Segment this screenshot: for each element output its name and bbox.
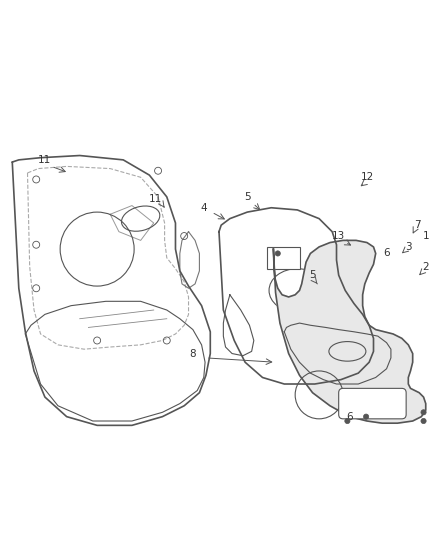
Polygon shape <box>273 240 426 423</box>
Text: 1: 1 <box>422 231 429 241</box>
FancyBboxPatch shape <box>267 247 300 269</box>
Circle shape <box>421 418 426 424</box>
Text: 5: 5 <box>309 270 316 280</box>
Text: 8: 8 <box>190 349 196 359</box>
Text: 4: 4 <box>201 203 207 213</box>
Text: 5: 5 <box>244 192 251 202</box>
Circle shape <box>275 251 280 256</box>
Text: 7: 7 <box>414 220 420 230</box>
Circle shape <box>421 410 426 415</box>
Text: 13: 13 <box>332 231 345 241</box>
Text: 11: 11 <box>149 194 162 204</box>
Text: 3: 3 <box>405 242 412 252</box>
Text: 6: 6 <box>346 411 353 422</box>
Text: 6: 6 <box>383 248 390 259</box>
Text: 12: 12 <box>360 172 374 182</box>
Circle shape <box>345 418 350 424</box>
Text: 2: 2 <box>422 262 429 271</box>
FancyBboxPatch shape <box>339 389 406 419</box>
Text: 11: 11 <box>38 155 52 165</box>
Circle shape <box>364 414 369 419</box>
